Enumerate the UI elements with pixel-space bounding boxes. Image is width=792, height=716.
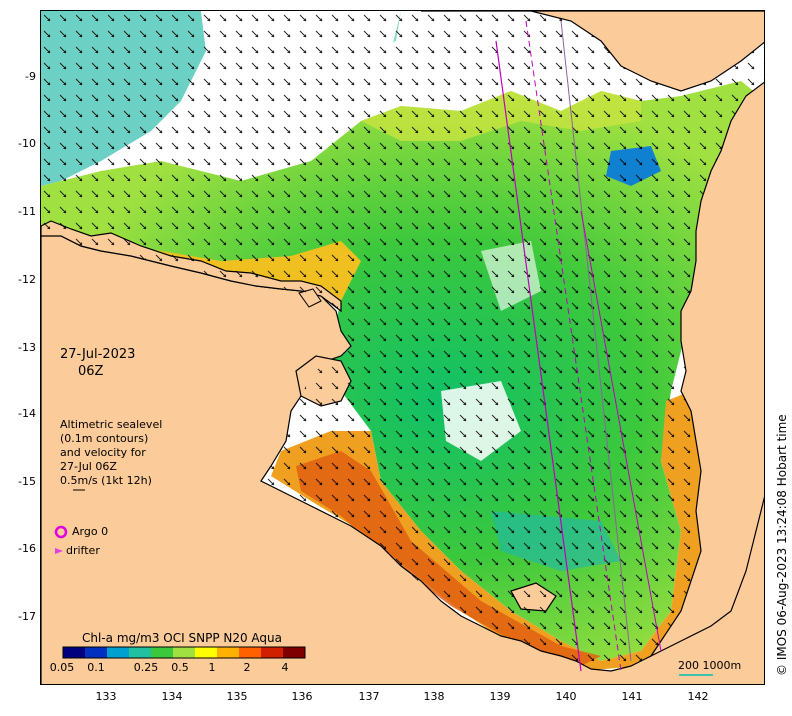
altimetry-line: 27-Jul 06Z bbox=[60, 460, 117, 473]
colorbar-tick-label: 2 bbox=[243, 661, 251, 674]
altimetry-line: (0.1m contours) bbox=[60, 432, 149, 445]
colorbar-segment bbox=[129, 647, 152, 658]
colorbar-tick-label: 0.1 bbox=[87, 661, 105, 674]
altimetry-caption: Altimetric sealevel (0.1m contours) and … bbox=[60, 418, 162, 488]
longitude-tick-label: 136 bbox=[291, 690, 313, 703]
scale-label: 200 1000m bbox=[678, 659, 742, 672]
colorbar-tick-label: 4 bbox=[281, 661, 289, 674]
time-label: 06Z bbox=[78, 364, 104, 379]
drifter-marker-icon bbox=[55, 548, 63, 554]
colorbar-segment bbox=[283, 647, 306, 658]
longitude-tick-label: 142 bbox=[687, 690, 709, 703]
longitude-tick-label: 137 bbox=[358, 690, 380, 703]
satellite-track-4 bbox=[580, 210, 662, 652]
colorbar-outline bbox=[62, 646, 306, 659]
longitude-tick-label: 135 bbox=[226, 690, 248, 703]
satellite-track-1 bbox=[495, 40, 582, 672]
colorbar-tick-label: 0.25 bbox=[133, 661, 159, 674]
colorbar-segment bbox=[173, 647, 196, 658]
altimetry-line: 0.5m/s (1kt 12h) bbox=[60, 474, 152, 487]
argo-label: Argo 0 bbox=[72, 525, 109, 538]
latitude-tick-label: -16 bbox=[18, 542, 36, 555]
altimetry-line: and velocity for bbox=[60, 446, 146, 459]
colorbar-segment bbox=[63, 647, 86, 658]
colorbar-title: Chl-a mg/m3 OCI SNPP N20 Aqua bbox=[82, 631, 282, 645]
longitude-tick-label: 141 bbox=[621, 690, 643, 703]
colorbar-segment bbox=[107, 647, 130, 658]
latitude-tick-label: -13 bbox=[18, 341, 36, 354]
latitude-tick-label: -14 bbox=[18, 407, 36, 420]
longitude-tick-label: 133 bbox=[95, 690, 117, 703]
drifter-label: drifter bbox=[66, 544, 100, 557]
latitude-tick-label: -15 bbox=[18, 475, 36, 488]
argo-marker-icon bbox=[54, 525, 68, 539]
latitude-tick-label: -12 bbox=[18, 273, 36, 286]
altimetry-line: Altimetric sealevel bbox=[60, 418, 163, 431]
date-label: 27-Jul-2023 bbox=[60, 347, 136, 362]
colorbar-segment bbox=[239, 647, 262, 658]
colorbar-segment bbox=[261, 647, 284, 658]
chl-colorbar bbox=[62, 646, 306, 659]
longitude-tick-label: 138 bbox=[423, 690, 445, 703]
satellite-track-3 bbox=[560, 20, 632, 662]
colorbar-tick-label: 0.5 bbox=[171, 661, 189, 674]
longitude-tick-label: 139 bbox=[489, 690, 511, 703]
copyright-text: © IMOS 06-Aug-2023 13:24:08 Hobart time bbox=[775, 414, 789, 676]
colorbar-tick-label: 0.05 bbox=[49, 661, 75, 674]
colorbar-segment bbox=[217, 647, 240, 658]
latitude-tick-label: -17 bbox=[18, 610, 36, 623]
latitude-tick-label: -10 bbox=[18, 137, 36, 150]
colorbar-tick-label: 1 bbox=[208, 661, 216, 674]
longitude-tick-label: 134 bbox=[161, 690, 183, 703]
colorbar-segment bbox=[151, 647, 174, 658]
colorbar-segment bbox=[85, 647, 108, 658]
chlorophyll-map bbox=[41, 11, 764, 684]
latitude-tick-label: -11 bbox=[18, 205, 36, 218]
map-panel[interactable] bbox=[40, 10, 765, 685]
longitude-tick-label: 140 bbox=[555, 690, 577, 703]
colorbar-segment bbox=[195, 647, 218, 658]
latitude-tick-label: -9 bbox=[25, 70, 36, 83]
